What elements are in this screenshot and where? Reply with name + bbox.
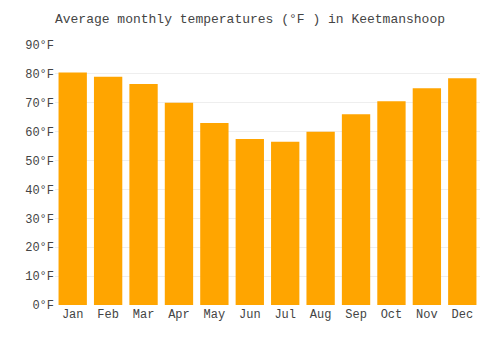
svg-text:Dec: Dec bbox=[451, 308, 473, 322]
svg-text:Oct: Oct bbox=[381, 308, 403, 322]
svg-text:Jan: Jan bbox=[62, 308, 84, 322]
svg-text:Aug: Aug bbox=[310, 308, 332, 322]
svg-text:50°F: 50°F bbox=[25, 155, 54, 169]
svg-text:30°F: 30°F bbox=[25, 213, 54, 227]
svg-text:70°F: 70°F bbox=[25, 97, 54, 111]
svg-text:20°F: 20°F bbox=[25, 241, 54, 255]
svg-text:90°F: 90°F bbox=[25, 39, 54, 53]
svg-text:May: May bbox=[204, 308, 226, 322]
svg-text:Jun: Jun bbox=[239, 308, 261, 322]
svg-text:Feb: Feb bbox=[97, 308, 119, 322]
svg-text:Average monthly temperatures (: Average monthly temperatures (°F ) in Ke… bbox=[55, 12, 445, 27]
svg-text:Jul: Jul bbox=[274, 308, 296, 322]
svg-text:10°F: 10°F bbox=[25, 270, 54, 284]
svg-text:0°F: 0°F bbox=[32, 299, 54, 313]
svg-text:Mar: Mar bbox=[133, 308, 155, 322]
svg-text:Sep: Sep bbox=[345, 308, 367, 322]
svg-text:Apr: Apr bbox=[168, 308, 190, 322]
svg-text:Nov: Nov bbox=[416, 308, 438, 322]
svg-text:60°F: 60°F bbox=[25, 126, 54, 140]
svg-text:40°F: 40°F bbox=[25, 184, 54, 198]
svg-text:80°F: 80°F bbox=[25, 68, 54, 82]
